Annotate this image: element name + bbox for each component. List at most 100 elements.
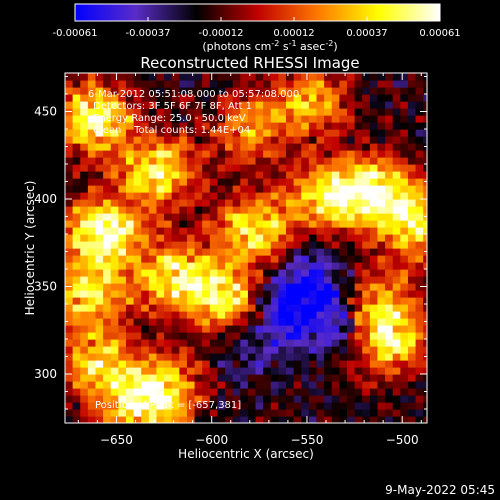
heatmap-cell	[125, 87, 135, 95]
heatmap-cell	[65, 171, 74, 179]
heatmap-cell	[263, 227, 272, 235]
heatmap-cell	[247, 248, 257, 256]
heatmap-cell	[87, 178, 97, 186]
heatmap-cell	[141, 143, 150, 151]
heatmap-cell	[339, 80, 348, 88]
heatmap-cell	[186, 318, 196, 326]
heatmap-cell	[331, 255, 340, 263]
heatmap-cell	[103, 388, 112, 396]
heatmap-cell	[194, 101, 203, 109]
heatmap-cell	[362, 171, 371, 179]
heatmap-cell	[270, 374, 279, 382]
heatmap-cell	[225, 164, 234, 172]
heatmap-cell	[118, 192, 127, 200]
heatmap-cell	[148, 367, 158, 375]
heatmap-cell	[87, 339, 97, 347]
heatmap-cell	[240, 234, 249, 242]
heatmap-cell	[369, 374, 379, 382]
heatmap-cell	[95, 255, 104, 263]
heatmap-cell	[202, 304, 211, 312]
heatmap-cell	[247, 290, 257, 298]
heatmap-cell	[148, 269, 158, 277]
heatmap-cell	[141, 409, 150, 417]
heatmap-cell	[407, 73, 417, 81]
heatmap-cell	[156, 80, 165, 88]
heatmap-cell	[362, 220, 371, 228]
heatmap-cell	[301, 325, 310, 333]
heatmap-cell	[354, 311, 363, 319]
heatmap-cell	[164, 129, 173, 137]
heatmap-cell	[354, 388, 363, 396]
heatmap-cell	[354, 346, 363, 354]
heatmap-cell	[87, 80, 97, 88]
heatmap-cell	[156, 136, 165, 144]
heatmap-cell	[110, 122, 119, 130]
heatmap-cell	[80, 192, 89, 200]
heatmap-cell	[377, 122, 386, 130]
heatmap-cell	[247, 416, 257, 423]
heatmap-cell	[247, 157, 257, 165]
heatmap-cell	[377, 73, 386, 81]
heatmap-cell	[407, 255, 417, 263]
heatmap-cell	[209, 290, 219, 298]
heatmap-cell	[179, 192, 188, 200]
heatmap-cell	[270, 262, 279, 270]
heatmap-cell	[72, 395, 81, 403]
heatmap-cell	[232, 185, 241, 193]
heatmap-cell	[362, 360, 371, 368]
heatmap-cell	[87, 227, 97, 235]
heatmap-cell	[385, 234, 394, 242]
heatmap-cell	[87, 311, 97, 319]
heatmap-cell	[346, 150, 356, 158]
heatmap-cell	[194, 381, 203, 389]
heatmap-cell	[133, 192, 142, 200]
heatmap-cell	[65, 381, 74, 389]
heatmap-cell	[156, 276, 165, 284]
heatmap-cell	[331, 122, 340, 130]
heatmap-cell	[72, 409, 81, 417]
heatmap-cell	[407, 192, 417, 200]
heatmap-cell	[263, 192, 272, 200]
heatmap-cell	[80, 164, 89, 172]
heatmap-cell	[286, 255, 295, 263]
heatmap-cell	[240, 416, 249, 423]
heatmap-cell	[217, 94, 226, 102]
heatmap-cell	[148, 150, 158, 158]
heatmap-cell	[133, 402, 142, 410]
heatmap-cell	[362, 409, 371, 417]
heatmap-cell	[255, 367, 264, 375]
heatmap-cell	[301, 192, 310, 200]
heatmap-cell	[225, 129, 234, 137]
heatmap-cell	[125, 290, 135, 298]
heatmap-cell	[240, 227, 249, 235]
heatmap-cell	[171, 164, 180, 172]
heatmap-cell	[65, 150, 74, 158]
heatmap-cell	[392, 311, 401, 319]
heatmap-cell	[80, 143, 89, 151]
heatmap-cell	[392, 290, 401, 298]
heatmap-cell	[217, 185, 226, 193]
heatmap-cell	[278, 395, 287, 403]
heatmap-cell	[369, 367, 379, 375]
heatmap-cell	[346, 178, 356, 186]
heatmap-cell	[72, 339, 81, 347]
heatmap-cell	[240, 220, 249, 228]
heatmap-cell	[156, 283, 165, 291]
heatmap-cell	[339, 311, 348, 319]
heatmap-cell	[263, 87, 272, 95]
heatmap-cell	[171, 234, 180, 242]
heatmap-cell	[232, 402, 241, 410]
heatmap-cell	[125, 388, 135, 396]
heatmap-cell	[103, 136, 112, 144]
heatmap-cell	[80, 290, 89, 298]
heatmap-cell	[316, 262, 325, 270]
heatmap-cell	[171, 122, 180, 130]
heatmap-cell	[72, 108, 81, 116]
heatmap-cell	[65, 360, 74, 368]
heatmap-cell	[65, 206, 74, 214]
heatmap-cell	[118, 325, 127, 333]
heatmap-cell	[286, 297, 295, 305]
heatmap-cell	[316, 227, 325, 235]
heatmap-cell	[331, 381, 340, 389]
heatmap-cell	[247, 360, 257, 368]
